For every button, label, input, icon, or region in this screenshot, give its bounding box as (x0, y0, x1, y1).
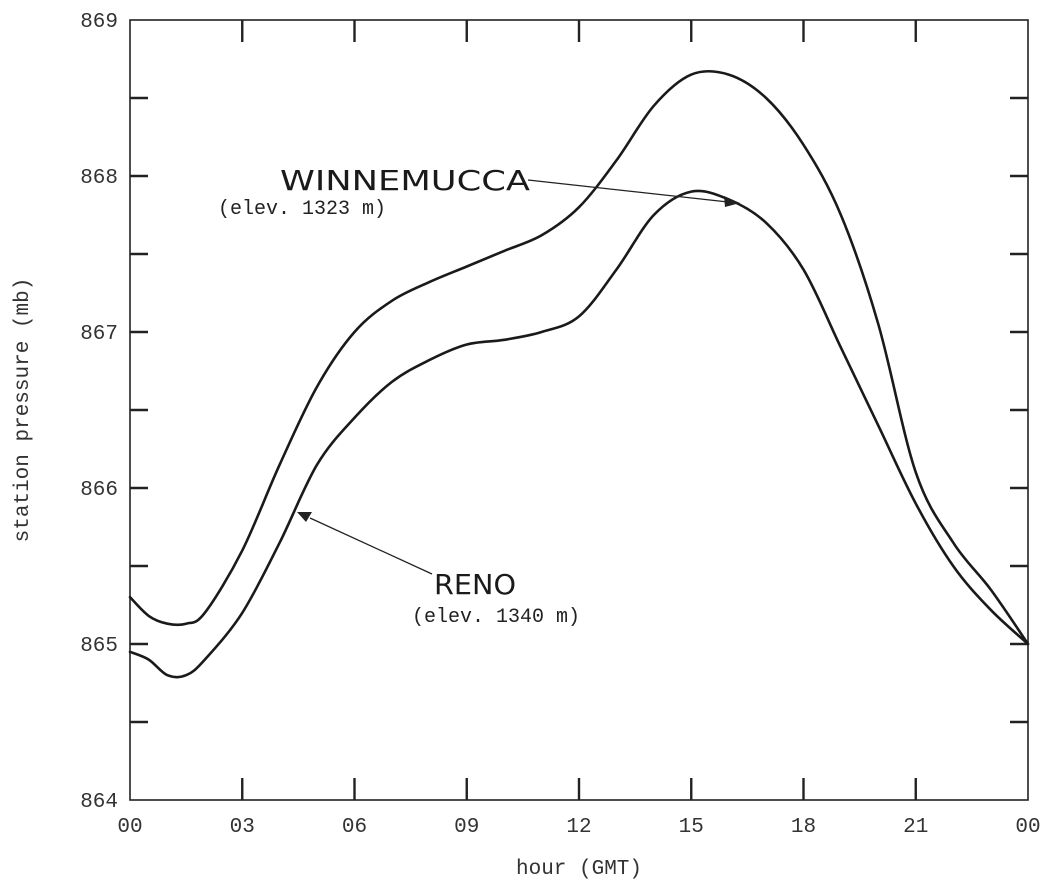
winnemucca-arrow (527, 179, 729, 203)
x-tick-labels: 00 03 06 09 12 15 18 21 00 (117, 816, 1040, 839)
x-tick-label: 09 (454, 816, 479, 839)
x-tick-label: 12 (566, 816, 591, 839)
y-tick-labels: 864 865 866 867 868 869 (80, 11, 118, 814)
y-axis-label: station pressure (mb) (12, 278, 35, 543)
series-line-winnemucca (128, 69, 1030, 646)
reno-arrow (309, 517, 433, 575)
x-axis-label: hour (GMT) (516, 858, 642, 881)
series-lines (128, 69, 1030, 679)
x-tick-label: 06 (342, 816, 367, 839)
x-tick-label: 00 (1015, 816, 1040, 839)
y-tick-label: 866 (80, 479, 118, 502)
reno-elev-label: (elev. 1340 m) (412, 606, 580, 629)
y-tick-label: 865 (80, 635, 118, 658)
y-tick-label: 867 (80, 323, 118, 346)
winnemucca-elev-label: (elev. 1323 m) (218, 198, 386, 221)
reno-name-label: RENO (434, 568, 516, 601)
plot-frame (129, 19, 1029, 801)
y-tick-label: 868 (80, 167, 118, 190)
x-tick-label: 15 (679, 816, 704, 839)
x-tick-label: 21 (903, 816, 928, 839)
x-tick-label: 18 (791, 816, 816, 839)
series-line-reno (128, 189, 1030, 679)
x-tick-label: 00 (117, 816, 142, 839)
winnemucca-name-label: WINNEMUCCA (280, 164, 530, 197)
y-tick-label: 864 (80, 791, 118, 814)
axis-ticks (130, 20, 1028, 800)
reno-arrowhead (297, 512, 312, 522)
y-tick-label: 869 (80, 11, 118, 34)
winnemucca-arrowhead (724, 196, 740, 207)
x-tick-label: 03 (230, 816, 255, 839)
